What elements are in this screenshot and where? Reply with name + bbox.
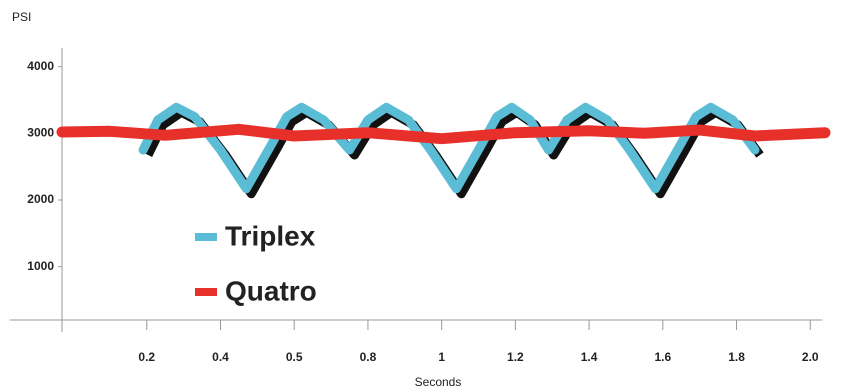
x-tick-label: 1: [438, 350, 445, 364]
legend-label: Triplex: [225, 220, 316, 251]
y-tick-label: 1000: [27, 259, 54, 273]
y-tick-label: 4000: [27, 59, 54, 73]
series-line: [56, 123, 831, 145]
y-tick-label: 2000: [27, 192, 54, 206]
series-line: [138, 102, 760, 194]
x-tick-label: 2.0: [802, 350, 819, 364]
x-tick-label: 0.8: [360, 350, 377, 364]
x-tick-label: 0.5: [286, 350, 303, 364]
y-tick-label: 3000: [27, 126, 54, 140]
y-axis-label: PSI: [12, 10, 31, 24]
legend-label: Quatro: [225, 275, 317, 306]
x-tick-label: 0.4: [212, 350, 229, 364]
x-tick-label: 1.6: [654, 350, 671, 364]
line-shadow: [144, 107, 764, 199]
x-tick-label: 0.2: [138, 350, 155, 364]
legend-swatch: [195, 288, 217, 296]
legend-swatch: [195, 233, 217, 241]
x-tick-label: 1.2: [507, 350, 524, 364]
x-tick-label: 1.4: [581, 350, 598, 364]
x-axis-label: Seconds: [415, 375, 462, 389]
x-tick-label: 1.8: [728, 350, 745, 364]
